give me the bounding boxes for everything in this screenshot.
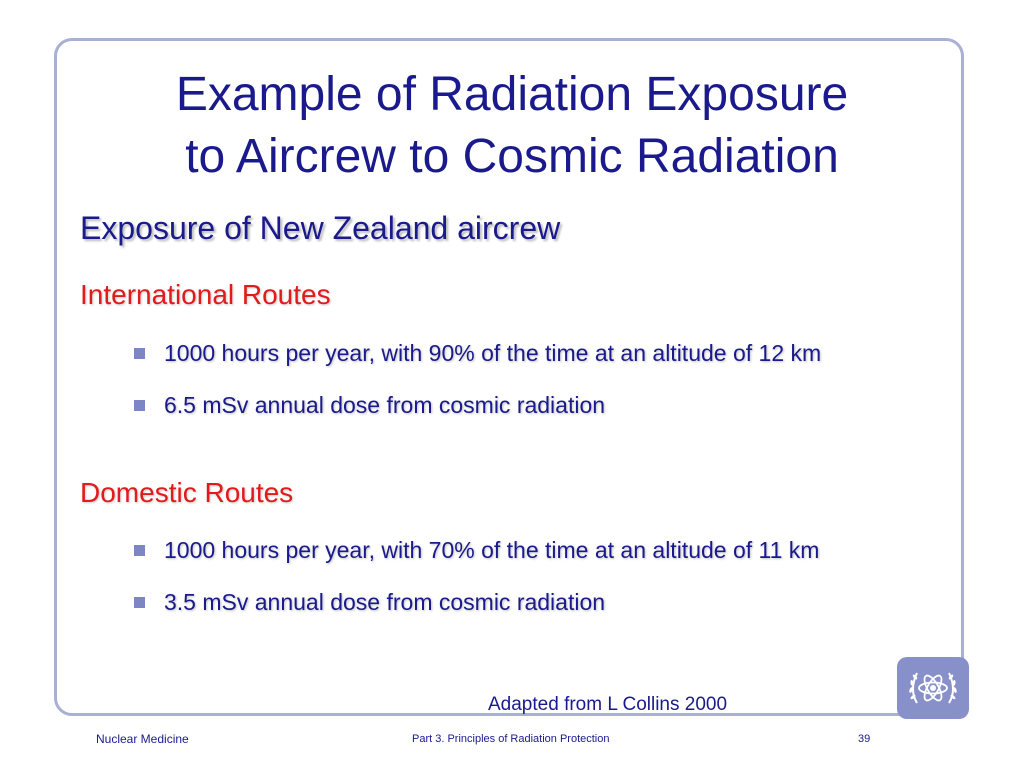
group-heading-international: International Routes — [80, 279, 331, 310]
section-heading: Exposure of New Zealand aircrew — [80, 210, 561, 246]
bullet-item: 1000 hours per year, with 90% of the tim… — [130, 338, 910, 369]
bullet-list-international: 1000 hours per year, with 90% of the tim… — [130, 338, 910, 442]
square-bullet-icon — [134, 348, 145, 359]
bullet-item: 1000 hours per year, with 70% of the tim… — [130, 535, 910, 566]
slide-frame — [54, 38, 964, 716]
source-note: Adapted from L Collins 2000 — [488, 694, 728, 715]
footer-part-title: Part 3. Principles of Radiation Protecti… — [412, 733, 610, 745]
bullet-text: 3.5 mSv annual dose from cosmic radiatio… — [164, 589, 606, 615]
bullet-text: 6.5 mSv annual dose from cosmic radiatio… — [164, 392, 606, 418]
bullet-text: 1000 hours per year, with 70% of the tim… — [164, 537, 820, 563]
square-bullet-icon — [134, 400, 145, 411]
bullet-list-domestic: 1000 hours per year, with 70% of the tim… — [130, 535, 910, 639]
iaea-atom-emblem-icon — [897, 657, 969, 719]
footer-page-number: 39 — [858, 733, 871, 745]
group-heading-domestic: Domestic Routes — [80, 477, 294, 508]
slide-title: Example of Radiation Exposure to Aircrew… — [60, 64, 964, 188]
bullet-text: 1000 hours per year, with 90% of the tim… — [164, 340, 822, 366]
bullet-item: 3.5 mSv annual dose from cosmic radiatio… — [130, 587, 910, 618]
slide-title-line-2: to Aircrew to Cosmic Radiation — [185, 130, 839, 183]
footer-course-title: Nuclear Medicine — [96, 732, 189, 746]
bullet-item: 6.5 mSv annual dose from cosmic radiatio… — [130, 390, 910, 421]
square-bullet-icon — [134, 597, 145, 608]
slide-title-line-1: Example of Radiation Exposure — [175, 68, 849, 121]
square-bullet-icon — [134, 545, 145, 556]
